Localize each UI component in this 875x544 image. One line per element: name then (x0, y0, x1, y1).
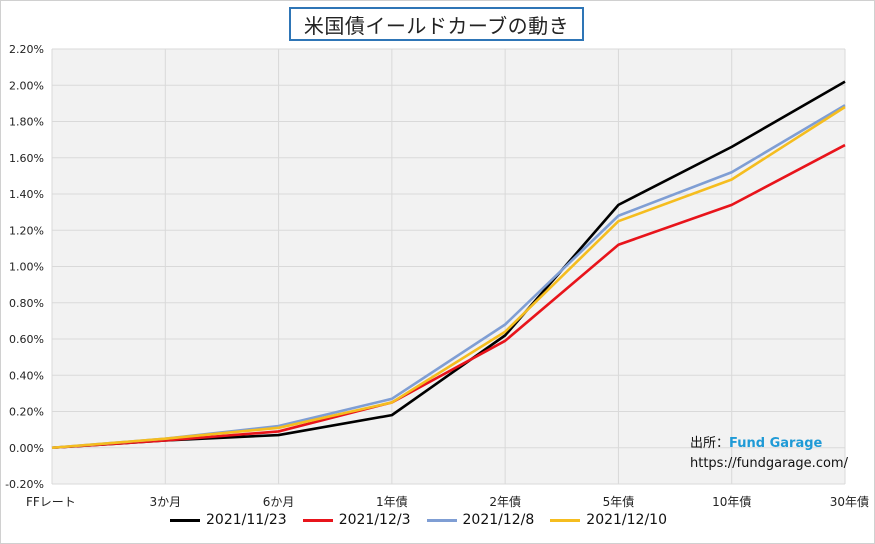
x-tick-label: 5年債 (603, 494, 635, 509)
y-tick-label: 2.00% (9, 79, 44, 92)
x-axis-ticks: FFレート 3か月 6か月 1年債 2年債 5年債 10年債 30年債 (26, 494, 869, 509)
legend-swatch (302, 518, 333, 522)
legend: 2021/11/23 2021/12/3 2021/12/8 2021/12/10 (170, 512, 667, 528)
x-tick-label: 6か月 (263, 495, 295, 509)
y-tick-label: 1.20% (9, 224, 44, 237)
legend-label: 2021/12/8 (462, 512, 535, 528)
x-tick-label: 3か月 (149, 495, 181, 509)
legend-swatch (550, 518, 581, 522)
x-tick-label: FFレート (26, 495, 76, 509)
y-axis-ticks: -0.20% 0.00% 0.20% 0.40% 0.60% 0.80% 1.00% 1.20… (5, 43, 44, 491)
y-tick-label: 0.20% (9, 406, 44, 419)
series-line-2021-12-3 (51, 143, 846, 450)
source-brand: Fund Garage (729, 436, 823, 451)
series-lines (51, 80, 846, 450)
y-tick-label: 2.20% (9, 43, 44, 56)
y-tick-label: 1.60% (9, 152, 44, 165)
legend-label: 2021/12/3 (338, 512, 411, 528)
x-tick-label: 2年債 (489, 494, 521, 509)
x-tick-label: 1年債 (376, 494, 408, 509)
y-tick-label: -0.20% (5, 478, 44, 491)
source-url: https://fundgarage.com/ (690, 456, 848, 471)
y-tick-label: 0.40% (9, 369, 44, 382)
x-tick-label: 10年債 (712, 494, 751, 509)
legend-label: 2021/11/23 (206, 512, 287, 528)
y-tick-label: 1.00% (9, 261, 44, 274)
y-tick-label: 0.00% (9, 442, 44, 455)
grid-lines (51, 48, 846, 485)
y-tick-label: 1.80% (9, 116, 44, 129)
legend-item: 2021/12/10 (550, 512, 667, 528)
x-tick-label: 30年債 (830, 494, 869, 509)
y-tick-label: 1.40% (9, 188, 44, 201)
legend-item: 2021/12/8 (426, 512, 535, 528)
y-tick-label: 0.60% (9, 333, 44, 346)
source-credit: 出所：Fund Garage (690, 432, 822, 451)
legend-label: 2021/12/10 (586, 512, 667, 528)
legend-swatch (426, 518, 457, 522)
legend-swatch (170, 518, 200, 522)
legend-item: 2021/11/23 (170, 512, 287, 528)
legend-item: 2021/12/3 (302, 512, 411, 528)
y-tick-label: 0.80% (9, 297, 44, 310)
source-label: 出所： (690, 436, 730, 451)
series-line-2021-12-10 (51, 105, 846, 450)
chart-title: 米国債イールドカーブの動き (289, 7, 584, 41)
